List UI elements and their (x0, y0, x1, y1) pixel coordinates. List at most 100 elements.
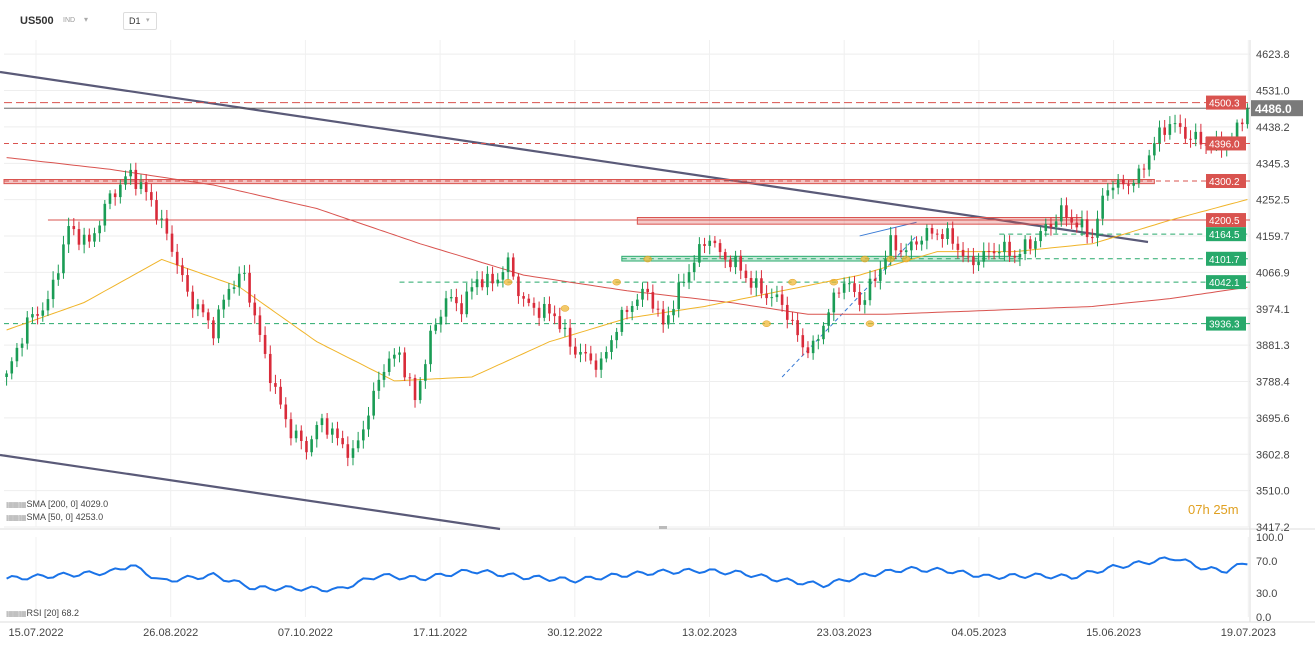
candle (775, 285, 779, 302)
candle (641, 282, 644, 307)
price-tick-label: 3602.8 (1256, 449, 1290, 461)
candle (791, 311, 794, 326)
indicator-settings-icon[interactable]: ▦▦▦ (6, 513, 27, 522)
candle-body (305, 440, 308, 453)
candle-body (739, 255, 743, 271)
candle-body (129, 169, 132, 177)
candle (20, 337, 24, 357)
indicator-settings-icon[interactable]: ▦▦▦ (6, 609, 27, 618)
candle (1039, 226, 1042, 248)
candle (356, 431, 360, 453)
symbol-dropdown-icon[interactable]: ▾ (84, 15, 89, 24)
candle-body (682, 281, 686, 283)
candle-body (935, 233, 939, 235)
candle (1106, 183, 1110, 201)
level-tag: 4042.1 (1206, 275, 1246, 290)
candle (331, 422, 334, 443)
rsi-line (6, 556, 1248, 593)
candle (1142, 163, 1146, 179)
candle-body (760, 278, 763, 294)
current-price-tag: 4486.0 (1251, 100, 1303, 117)
candle (672, 300, 675, 323)
candle (387, 351, 391, 376)
level-tag-bg (1206, 227, 1246, 242)
candle (367, 406, 370, 437)
candle (982, 242, 986, 268)
candle (997, 244, 1001, 259)
candle (718, 239, 722, 260)
candle (925, 224, 929, 250)
candle-body (20, 343, 24, 348)
candle-body (904, 250, 908, 253)
candle (506, 252, 510, 280)
time-tick-label: 23.03.2023 (817, 627, 872, 639)
candle-body (1178, 123, 1182, 127)
level-tag-label: 4500.3 (1209, 99, 1240, 110)
candle (589, 345, 593, 365)
candle (579, 343, 582, 363)
sma200-line (6, 157, 1248, 315)
candle-body (331, 428, 334, 435)
candle-body (801, 335, 805, 348)
candle-body (434, 324, 438, 331)
candle (186, 268, 189, 297)
candle (1137, 164, 1141, 188)
price-tick-label: 3788.4 (1256, 377, 1290, 389)
level-tag-bg (1206, 316, 1246, 331)
candle (1101, 188, 1104, 226)
candle (501, 266, 505, 288)
current-price-label: 4486.0 (1255, 102, 1292, 116)
touch-marker (762, 320, 771, 327)
sma200-legend[interactable]: ▦▦▦ SMA [200, 0] 4029.0 (6, 499, 108, 509)
candle-body (822, 325, 825, 340)
candle (1075, 214, 1079, 233)
candle-body (599, 358, 603, 370)
candle-body (284, 404, 288, 420)
candle-body (961, 249, 965, 257)
candle (351, 440, 355, 466)
candle-body (206, 312, 210, 321)
candle-body (925, 228, 929, 241)
candle-body (579, 351, 582, 355)
candle (129, 163, 132, 185)
level-tag: 4200.5 (1206, 213, 1246, 228)
candle (470, 278, 474, 300)
candle (1054, 214, 1058, 234)
indicator-settings-icon[interactable]: ▦▦▦ (6, 500, 27, 509)
candle (424, 359, 427, 389)
candle-body (175, 251, 179, 266)
candle (605, 346, 608, 363)
candle-body (1049, 223, 1053, 228)
candle (553, 305, 556, 325)
candle (320, 413, 324, 433)
candle-body (522, 296, 525, 299)
time-tick-label: 07.10.2022 (278, 627, 333, 639)
candle-body (1111, 187, 1115, 191)
rsi-legend[interactable]: ▦▦▦ RSI [20] 68.2 (6, 608, 79, 618)
candle-body (941, 234, 944, 239)
level-tag-label: 4164.5 (1209, 230, 1240, 241)
candle-body (336, 428, 339, 439)
candle (299, 425, 303, 450)
candle-body (1132, 182, 1135, 186)
candle-body (708, 240, 712, 246)
candle-body (558, 316, 562, 330)
symbol-label[interactable]: US500 (20, 15, 54, 27)
touch-marker (643, 255, 652, 263)
candle (1044, 218, 1048, 237)
candle-body (853, 283, 856, 292)
candle-body (160, 218, 163, 220)
level-tag-label: 4101.7 (1209, 255, 1240, 266)
candle-body (1106, 190, 1110, 196)
candle (56, 264, 60, 286)
sma50-legend[interactable]: ▦▦▦ SMA [50, 0] 4253.0 (6, 512, 103, 522)
timeframe-selector[interactable]: D1 ▾ (123, 12, 157, 30)
candle (150, 183, 153, 207)
countdown-minutes: 25m (1213, 502, 1239, 517)
candle-body (573, 346, 577, 355)
candle (315, 421, 319, 448)
candle-body (1246, 108, 1249, 125)
level-tag: 4500.3 (1206, 95, 1246, 110)
candle (961, 242, 965, 263)
candle-body (325, 418, 329, 435)
